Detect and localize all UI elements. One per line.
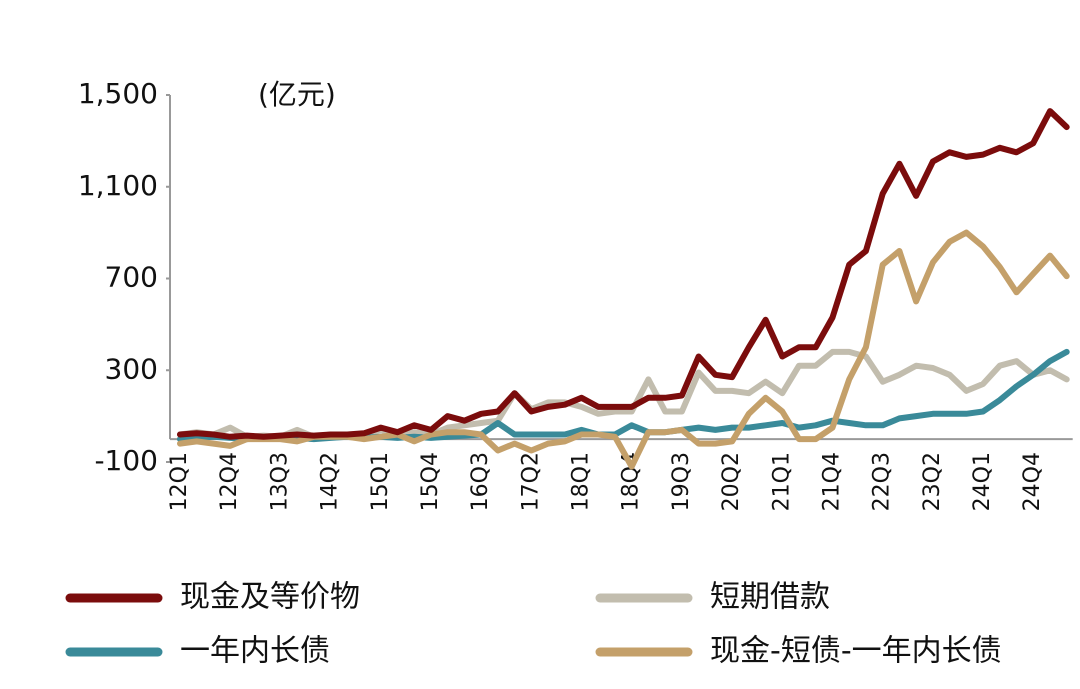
legend-label: 现金-短债-一年内长债 bbox=[710, 634, 1002, 669]
legend-label: 短期借款 bbox=[710, 580, 830, 615]
x-tick-label: 18Q1 bbox=[569, 452, 594, 511]
series-line bbox=[177, 348, 1070, 440]
x-tick-label: 23Q2 bbox=[920, 452, 945, 511]
x-tick-label: 15Q4 bbox=[418, 452, 443, 511]
x-tick-label: 24Q4 bbox=[1020, 452, 1045, 511]
x-tick-label: 22Q3 bbox=[870, 452, 895, 511]
y-tick-label: 300 bbox=[105, 352, 158, 385]
y-tick-label: 1,100 bbox=[78, 169, 158, 202]
x-tick-label: 24Q1 bbox=[970, 452, 995, 511]
legend-label: 一年内长债 bbox=[180, 634, 330, 669]
series-line bbox=[177, 108, 1070, 440]
x-tick-label: 20Q2 bbox=[719, 452, 744, 511]
x-tick-label: 12Q1 bbox=[167, 452, 192, 511]
y-tick-label: 700 bbox=[105, 261, 158, 294]
x-tick-label: 21Q4 bbox=[819, 452, 844, 511]
legend-label: 现金及等价物 bbox=[180, 580, 360, 615]
y-tick-label: -100 bbox=[94, 444, 158, 477]
x-tick-label: 13Q3 bbox=[267, 452, 292, 511]
y-unit-label: (亿元) bbox=[258, 78, 336, 111]
x-tick-label: 17Q2 bbox=[518, 452, 543, 511]
x-tick-label: 15Q1 bbox=[368, 452, 393, 511]
x-tick-label: 14Q2 bbox=[318, 452, 343, 511]
x-tick-label: 16Q3 bbox=[468, 452, 493, 511]
x-tick-label: 19Q3 bbox=[669, 452, 694, 511]
series-line bbox=[177, 348, 1070, 443]
x-tick-label: 21Q1 bbox=[769, 452, 794, 511]
x-tick-label: 12Q4 bbox=[217, 452, 242, 511]
y-tick-label: 1,500 bbox=[78, 77, 158, 110]
